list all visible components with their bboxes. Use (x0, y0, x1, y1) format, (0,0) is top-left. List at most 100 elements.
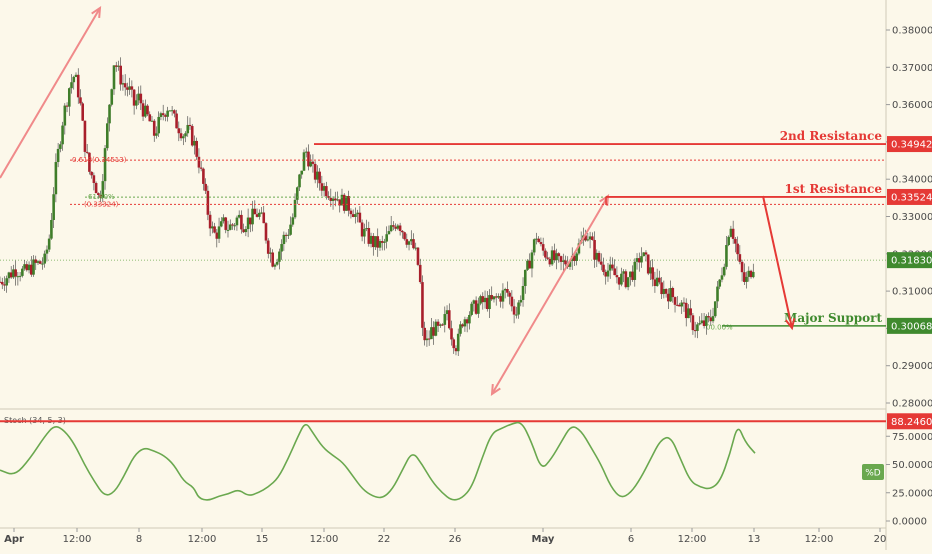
candle-body (443, 314, 447, 325)
candle-body (128, 86, 131, 90)
candle-body (164, 115, 167, 117)
candle-body (597, 252, 601, 262)
candle-body (186, 124, 190, 134)
candle-body (537, 238, 540, 243)
candle-body (349, 210, 353, 215)
candle-body (110, 89, 114, 105)
candle-body (586, 239, 590, 241)
candle-body (470, 303, 473, 315)
candle-body (407, 241, 411, 245)
candle-body (329, 197, 333, 201)
candle-body (749, 270, 753, 278)
candle-body (217, 226, 221, 239)
candle-body (32, 259, 35, 275)
y-tick-label: 0.28000 (892, 399, 932, 410)
candle-body (295, 187, 299, 200)
osc-series-badge-text: %D (865, 469, 881, 479)
candle-body (155, 133, 158, 136)
candle-body (398, 225, 402, 231)
candle-body (680, 302, 684, 307)
candle-body (94, 182, 98, 194)
candle-body (224, 217, 228, 230)
candle-body (132, 89, 136, 106)
candle-body (521, 286, 525, 300)
x-tick-label: 8 (136, 534, 142, 545)
candle-body (593, 239, 596, 260)
level-name-0: 2nd Resistance (780, 129, 883, 143)
candle-body (72, 76, 76, 83)
candle-body (376, 236, 380, 248)
candle-body (497, 296, 500, 298)
stochastic-line (0, 421, 756, 501)
level-name-2: Major Support (784, 311, 882, 325)
channel-arrow-head (490, 383, 501, 396)
candle-body (146, 105, 149, 115)
candle-body (394, 226, 397, 229)
candle-body (34, 259, 38, 263)
candle-body (300, 170, 304, 175)
candle-body (255, 214, 259, 217)
x-tick-label: 12:00 (63, 534, 92, 545)
candle-body (508, 292, 511, 297)
candle-body (338, 199, 342, 206)
candle-body (70, 82, 73, 89)
candle-body (423, 327, 426, 341)
candle-body (262, 212, 266, 224)
candle-body (642, 252, 646, 257)
y-tick-label: 0.38000 (892, 26, 932, 37)
candle-body (651, 267, 654, 280)
candle-body (535, 238, 538, 240)
candle-body (316, 171, 319, 180)
candle-body (622, 271, 625, 274)
candle-body (667, 293, 670, 302)
x-tick-label: May (532, 534, 555, 545)
candle-body (734, 238, 737, 244)
osc-tick-label: 75.0000 (892, 432, 932, 443)
candle-body (166, 110, 169, 117)
candle-body (36, 261, 40, 263)
candle-body (12, 269, 15, 278)
candle-body (240, 214, 243, 230)
candle-body (280, 244, 283, 252)
candle-body (81, 103, 85, 121)
candle-body (152, 120, 156, 136)
candle-body (354, 214, 357, 217)
candle-body (550, 250, 554, 265)
candle-body (85, 151, 89, 153)
candle-body (65, 105, 69, 107)
candle-body (313, 163, 317, 180)
candle-body (105, 123, 109, 149)
candle-body (25, 264, 29, 271)
candle-body (278, 251, 281, 262)
candle-body (693, 330, 697, 332)
candle-body (318, 171, 321, 184)
candle-body (727, 236, 730, 246)
candle-body (197, 156, 201, 168)
candle-body (557, 253, 561, 257)
candle-body (664, 288, 668, 294)
candle-body (114, 65, 118, 67)
candle-body (434, 321, 438, 336)
candle-body (14, 269, 17, 277)
candle-body (709, 317, 713, 322)
candle-body (678, 304, 681, 307)
candle-body (403, 232, 406, 240)
candle-body (213, 226, 216, 233)
candle-body (532, 239, 536, 253)
last-price-text: 0.31830 (891, 256, 932, 267)
candle-body (143, 105, 147, 117)
candle-body (117, 65, 120, 67)
candle-body (456, 333, 460, 352)
level-tag-0 (887, 136, 932, 153)
candle-body (575, 253, 578, 261)
osc-level-text: 88.2460 (891, 417, 932, 428)
candle-body (121, 83, 125, 85)
candle-body (374, 236, 377, 248)
uptrend-arrow (0, 7, 101, 179)
candle-body (23, 264, 26, 269)
candle-body (52, 194, 55, 220)
x-tick-label: 6 (628, 534, 634, 545)
candle-body (244, 229, 248, 233)
candle-body (54, 162, 58, 195)
candle-body (168, 110, 172, 112)
